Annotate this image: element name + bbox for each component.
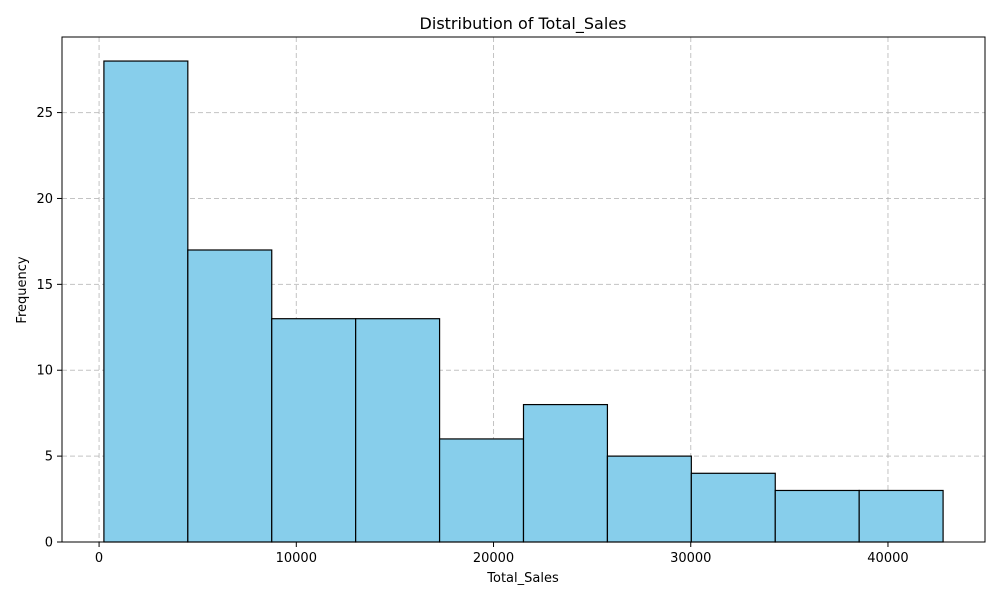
y-tick-label: 0 — [45, 536, 53, 551]
chart-title: Distribution of Total_Sales — [420, 14, 627, 34]
histogram-bar — [187, 249, 273, 543]
histogram-bar — [355, 318, 441, 543]
x-tick-label: 30000 — [670, 551, 711, 566]
x-tick-label: 40000 — [867, 551, 908, 566]
y-axis-label: Frequency — [15, 256, 30, 323]
x-tick-label: 0 — [95, 551, 103, 566]
histogram-bar — [606, 455, 692, 543]
y-tick-label: 20 — [36, 192, 53, 207]
x-axis-ticks: 0 10000 20000 30000 40000 — [95, 542, 909, 566]
histogram-bar — [522, 403, 609, 543]
y-tick-label: 15 — [36, 278, 53, 293]
y-tick-label: 10 — [36, 364, 53, 379]
histogram-bar — [103, 60, 189, 543]
y-tick-label: 25 — [36, 106, 53, 121]
y-axis-ticks: 0 5 10 15 20 25 — [36, 106, 62, 551]
histogram-bar — [690, 472, 776, 543]
histogram-bar — [858, 489, 944, 543]
y-tick-label: 5 — [45, 450, 53, 465]
histogram-bar — [438, 438, 525, 543]
x-axis-label: Total_Sales — [486, 571, 559, 586]
histogram-bars — [103, 60, 944, 543]
x-tick-label: 20000 — [473, 551, 514, 566]
histogram-bar — [271, 318, 357, 543]
plot-frame — [61, 36, 986, 543]
histogram-bar — [774, 489, 860, 543]
x-tick-label: 10000 — [276, 551, 317, 566]
